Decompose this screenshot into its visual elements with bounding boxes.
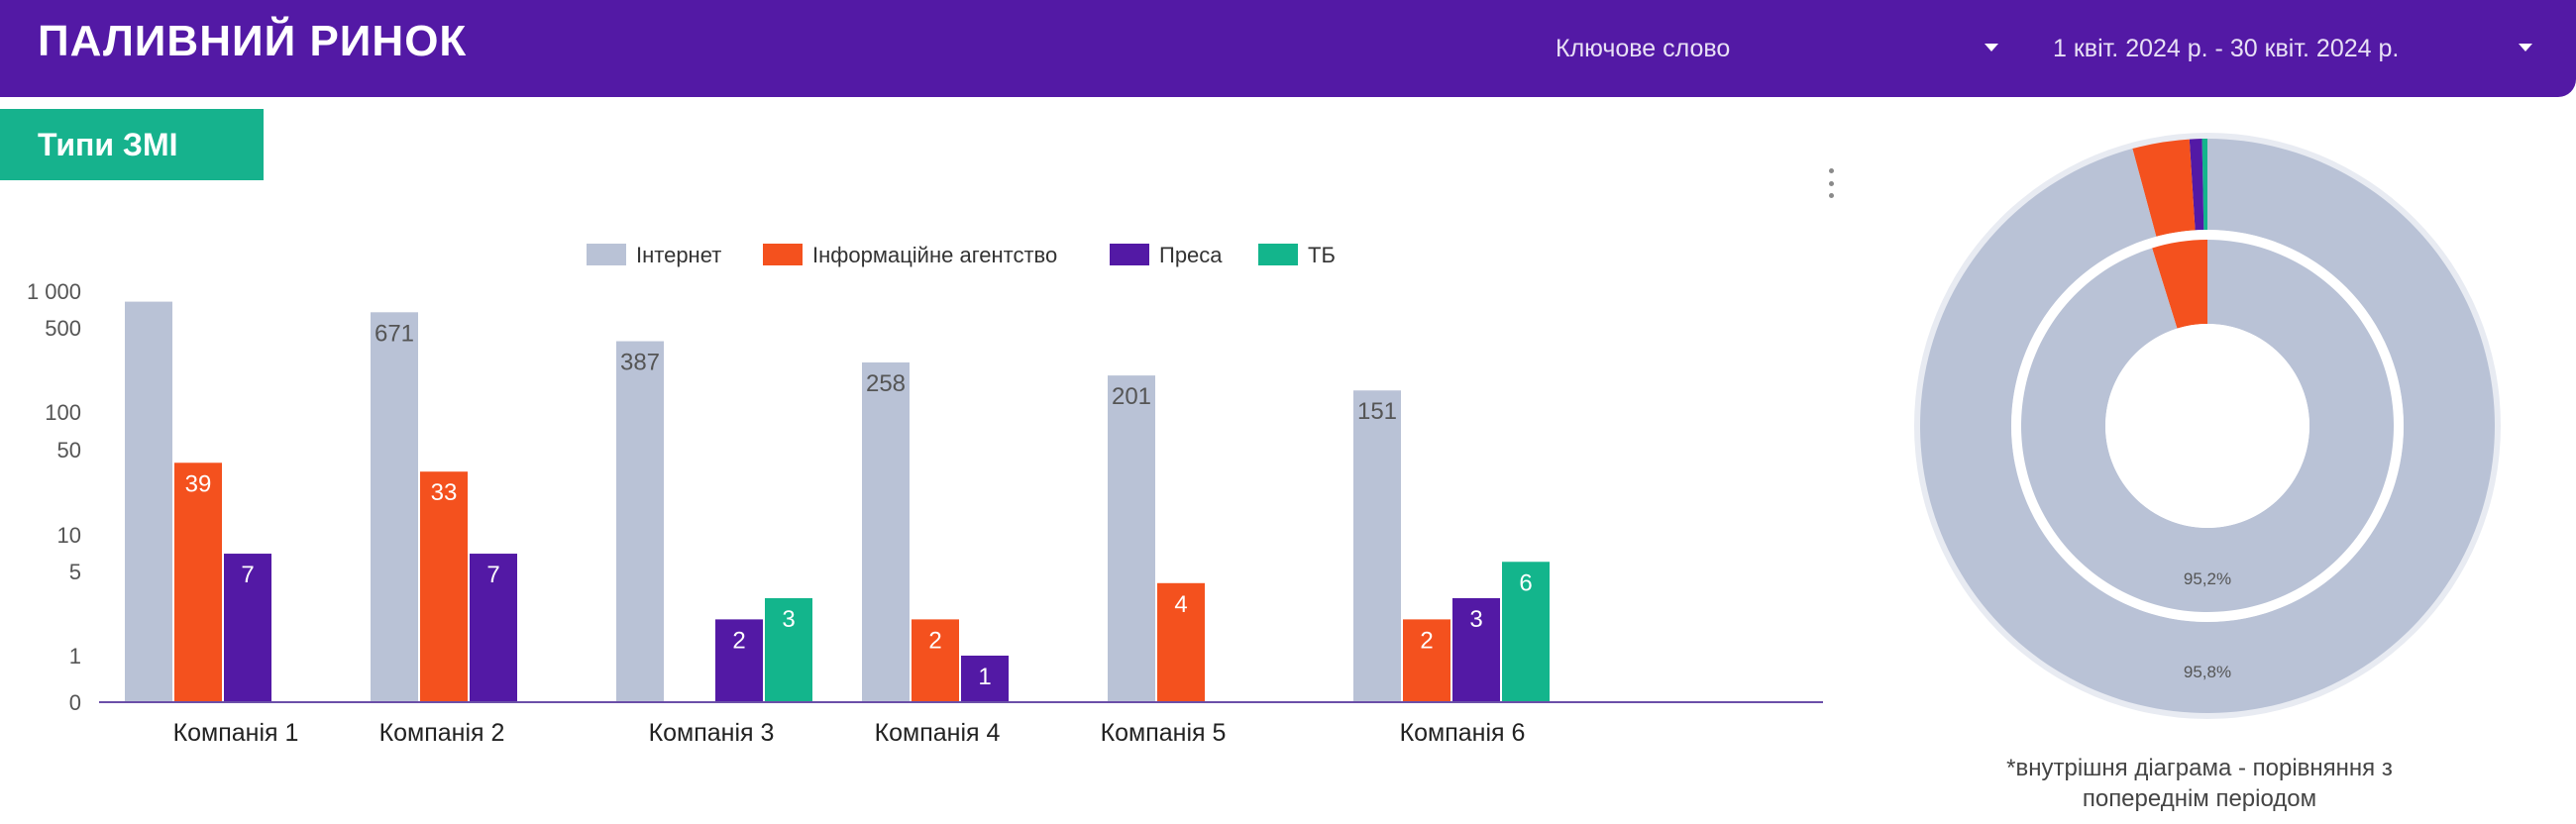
data-label: 39: [185, 470, 212, 497]
bar: [1108, 375, 1155, 702]
legend-swatch: [763, 244, 803, 265]
data-label: 2: [928, 627, 941, 654]
date-range-dropdown[interactable]: 1 квіт. 2024 р. - 30 квіт. 2024 р.: [2053, 0, 2538, 97]
data-label: 4: [1174, 591, 1187, 618]
legend-label: Преса: [1159, 243, 1223, 267]
y-tick-label: 10: [57, 523, 81, 548]
donut-slice: [2152, 240, 2207, 329]
y-tick-label: 500: [45, 316, 81, 341]
bar-chart: Інтернет Інформаційне агентство Преса ТБ 1 …: [27, 243, 1823, 747]
x-tick-label: Компанія 5: [1101, 719, 1227, 747]
donut-outer-halo: [1914, 133, 2501, 719]
date-range-label: 1 квіт. 2024 р. - 30 квіт. 2024 р.: [2053, 34, 2400, 62]
x-tick-label: Компанія 2: [379, 719, 505, 747]
legend-label: Інформаційне агентство: [812, 243, 1057, 267]
data-label: 7: [486, 562, 499, 588]
bar: [420, 471, 468, 702]
keyword-filter-label: Ключове слово: [1556, 34, 1731, 62]
bar: [616, 341, 664, 702]
y-tick-label: 1: [69, 644, 81, 669]
data-label: 201: [1112, 383, 1151, 410]
data-label: 2: [1420, 627, 1433, 654]
donut-slice: [1919, 139, 2496, 714]
bar: [174, 463, 222, 702]
x-tick-label: Компанія 4: [875, 719, 1001, 747]
bar: [715, 619, 763, 702]
top-bar: ПАЛИВНИЙ РИНОК Ключове слово 1 квіт. 202…: [0, 0, 2576, 97]
bar: [1452, 597, 1500, 702]
bar: [371, 312, 418, 702]
y-tick-label: 100: [45, 400, 81, 425]
data-label: 1: [978, 664, 991, 690]
kebab-dot: [1828, 168, 1834, 173]
chart-legend: Інтернет Інформаційне агентство Преса ТБ: [587, 243, 1336, 267]
bar: [961, 656, 1009, 702]
bar: [1403, 619, 1450, 702]
y-tick-label: 5: [69, 560, 81, 584]
page-title: ПАЛИВНИЙ РИНОК: [38, 17, 468, 65]
data-label: 3: [782, 606, 795, 633]
data-label: 671: [375, 320, 414, 347]
data-label: 33: [431, 479, 458, 506]
bar: [912, 619, 959, 702]
data-label: 6: [1519, 569, 1532, 596]
x-tick-label: Компанія 1: [173, 719, 299, 747]
donut-note: *внутрішня діаграма - порівняння з попер…: [2006, 755, 2393, 812]
data-label: 2: [732, 627, 745, 654]
y-tick-label: 0: [69, 690, 81, 715]
x-axis: Компанія 1 Компанія 2 Компанія 3 Компанія 4…: [99, 701, 1823, 747]
bar: [224, 554, 271, 702]
caret-down-icon: [2519, 44, 2532, 52]
section-tag-label: Типи ЗМІ: [38, 126, 178, 162]
kebab-dot: [1828, 180, 1834, 186]
legend-swatch: [1110, 244, 1149, 265]
data-label: 7: [241, 562, 254, 588]
bar: [765, 597, 812, 702]
legend-swatch: [587, 244, 626, 265]
legend-label: Інтернет: [636, 243, 721, 267]
inner-ring-label: 95,2%: [2184, 569, 2231, 588]
donut-slice: [2132, 139, 2196, 237]
bar: [470, 554, 517, 702]
x-tick-label: Компанія 3: [649, 719, 775, 747]
donut-group: 95,2% 95,8%: [1914, 133, 2501, 719]
bar: [1502, 562, 1550, 702]
y-tick-label: 1 000: [27, 279, 81, 304]
outer-ring-label: 95,8%: [2184, 663, 2231, 681]
x-tick-label: Компанія 6: [1400, 719, 1526, 747]
donut-slice: [2189, 139, 2204, 231]
data-label: 151: [1357, 398, 1397, 425]
keyword-filter-dropdown[interactable]: Ключове слово: [1556, 0, 2011, 97]
y-tick-label: 50: [57, 438, 81, 463]
bar: [862, 361, 910, 702]
data-label: 387: [620, 350, 660, 376]
section-tag: Типи ЗМІ: [0, 109, 264, 180]
legend-swatch: [1258, 244, 1298, 265]
bar: [125, 301, 172, 702]
donut-hole: [2105, 324, 2309, 528]
donut-slice: [2201, 139, 2207, 231]
donut-gap: [2011, 230, 2404, 622]
data-label: 258: [866, 370, 906, 397]
legend-label: ТБ: [1308, 243, 1336, 267]
donut-slice: [2021, 240, 2394, 612]
data-label: 3: [1469, 606, 1482, 633]
caret-down-icon: [1985, 44, 1998, 52]
more-vertical-icon[interactable]: [1823, 168, 1839, 198]
bar: [1353, 390, 1401, 702]
kebab-dot: [1828, 193, 1834, 198]
bar: [1157, 582, 1205, 702]
